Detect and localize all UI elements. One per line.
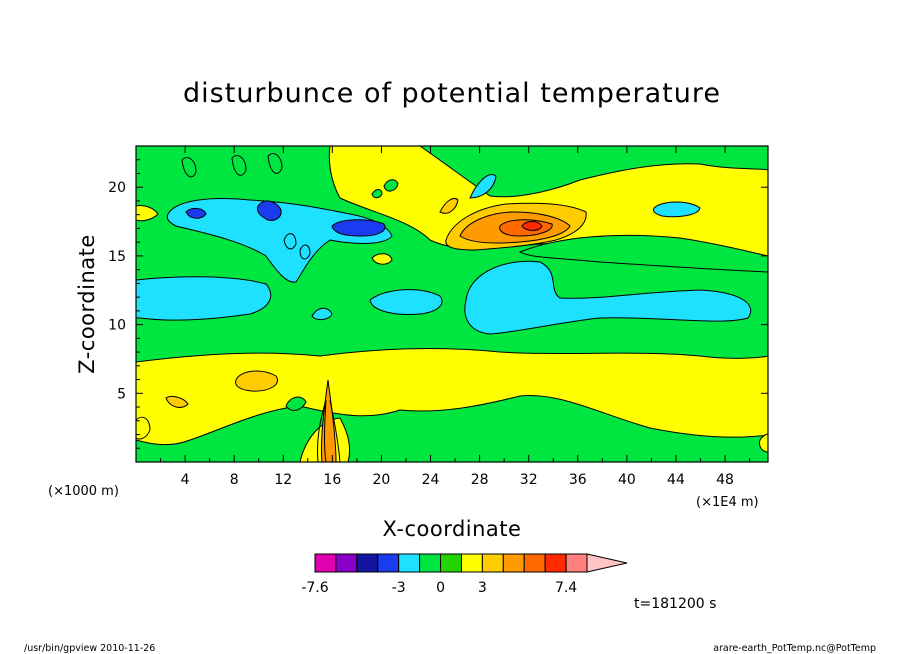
ripple-10 [299, 244, 311, 260]
colorbar-cell [419, 553, 442, 573]
x-axis-ticks: 4 8 12 16 20 24 28 32 36 40 44 48 [160, 146, 751, 488]
x-unit-right: (×1E4 m) [696, 495, 759, 510]
x-unit-left: (×1000 m) [48, 484, 119, 499]
footer-right: arare-earth_PotTemp.nc@PotTemp [713, 643, 876, 654]
negative-band-left [136, 276, 272, 321]
negative-band-right [464, 260, 752, 335]
y-axis-ticks: 5 10 15 20 [108, 159, 768, 449]
chart-title: disturbunce of potential temperature [183, 78, 721, 109]
colorbar-cell [314, 553, 337, 573]
colorbar-arrow [586, 553, 628, 573]
colorbar-label: -3 [392, 580, 406, 596]
colorbar-cell [544, 553, 567, 573]
footer-left: /usr/bin/gpview 2010-11-26 [24, 643, 155, 654]
ripple-9 [283, 233, 297, 250]
negative-patch-right [653, 201, 701, 218]
y-tick-label: 5 [117, 386, 126, 402]
green-intrusion-upper [419, 146, 768, 198]
ripple-8 [267, 153, 283, 174]
ripple-1 [469, 174, 497, 199]
ripple-2 [439, 198, 459, 214]
ripple-6 [181, 157, 197, 178]
colorbar-cell [398, 553, 421, 573]
x-tick-label: 8 [230, 472, 239, 488]
y-tick-label: 20 [108, 180, 126, 196]
warm-core-peak [521, 221, 543, 231]
bottom-patch-3 [759, 433, 768, 453]
negative-patch-small [311, 307, 333, 321]
plume [320, 379, 337, 462]
ripple-5 [371, 253, 393, 265]
colorbar-cell [481, 553, 504, 573]
x-axis-title: X-coordinate [383, 517, 522, 541]
plume-edge-1 [317, 399, 327, 462]
colorbar-cell [460, 553, 483, 573]
colorbar-cell [502, 553, 525, 573]
colorbar: -7.6 -3 0 3 7.4 [301, 553, 628, 596]
plot-frame [135, 145, 769, 463]
positive-patch-left [136, 205, 159, 222]
strong-negative-patch-2 [257, 200, 282, 221]
y-tick-label: 10 [108, 318, 126, 334]
bottom-patch-4 [165, 395, 189, 408]
y-tick-label: 15 [108, 249, 126, 265]
x-tick-label: 12 [274, 472, 292, 488]
x-tick-label: 32 [520, 472, 538, 488]
colorbar-label: 0 [436, 580, 445, 596]
x-tick-label: 36 [569, 472, 587, 488]
x-tick-label: 28 [471, 472, 489, 488]
x-tick-label: 24 [422, 472, 440, 488]
x-tick-label: 16 [323, 472, 341, 488]
ripple-7 [231, 155, 247, 176]
bottom-patch-2 [136, 416, 151, 440]
x-tick-label: 4 [181, 472, 190, 488]
colorbar-cell [440, 553, 462, 573]
ripple-3 [383, 179, 399, 192]
ripple-4 [371, 189, 383, 199]
colorbar-cell [356, 553, 379, 573]
colorbar-label: 7.4 [555, 580, 577, 596]
y-axis-title: Z-coordinate [75, 234, 99, 374]
bottom-patch-1 [285, 396, 307, 411]
warm-patch-lower [235, 370, 278, 392]
x-tick-label: 48 [716, 472, 734, 488]
x-tick-label: 20 [373, 472, 391, 488]
x-tick-label: 40 [618, 472, 636, 488]
strong-negative-patch-3 [185, 207, 207, 219]
colorbar-cell [565, 553, 588, 573]
plume-edge-2 [329, 399, 341, 462]
strong-negative-patch-1 [331, 219, 386, 237]
colorbar-label: -7.6 [301, 580, 328, 596]
colorbar-cell [377, 553, 400, 573]
green-intrusion-mid [518, 234, 768, 273]
time-label: t=181200 s [634, 596, 716, 612]
colorbar-cell [523, 553, 546, 573]
x-tick-label: 44 [667, 472, 685, 488]
colorbar-cell [335, 553, 358, 573]
colorbar-label: 3 [478, 580, 487, 596]
negative-patch-mid [369, 289, 443, 315]
